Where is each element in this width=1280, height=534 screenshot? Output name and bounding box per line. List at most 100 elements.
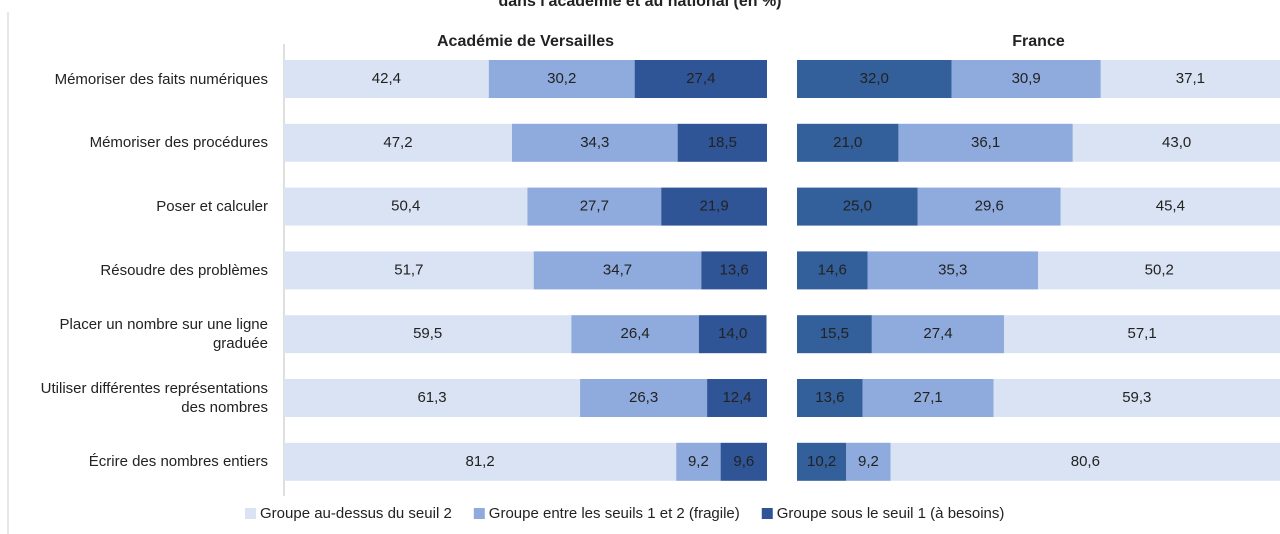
value-label: 34,7 xyxy=(603,261,632,278)
bar-segment xyxy=(533,251,702,290)
value-label: 32,0 xyxy=(860,70,889,87)
category-label: Poser et calculer xyxy=(156,198,268,216)
bar-segment xyxy=(284,123,512,162)
value-label: 12,4 xyxy=(722,389,751,406)
value-label: 14,0 xyxy=(718,325,747,342)
bar-segment xyxy=(284,379,581,417)
bar-segment xyxy=(867,251,1039,290)
bar-segment xyxy=(1072,123,1280,162)
bar-segment xyxy=(846,442,891,481)
value-label: 27,7 xyxy=(580,198,609,215)
panel-title: France xyxy=(1012,33,1065,50)
bar-segment xyxy=(661,187,767,226)
bar-segment xyxy=(580,379,708,417)
value-label: 15,5 xyxy=(820,325,849,342)
value-label: 29,6 xyxy=(975,198,1004,215)
value-label: 26,3 xyxy=(629,389,658,406)
bar-segment xyxy=(676,442,721,481)
legend-label: Groupe entre les seuils 1 et 2 (fragile) xyxy=(489,505,740,522)
bar-segment xyxy=(677,123,767,162)
bar-segment xyxy=(797,442,847,481)
value-label: 35,3 xyxy=(938,261,967,278)
bar-segment xyxy=(284,60,489,98)
bar-segment xyxy=(917,187,1061,226)
value-label: 27,4 xyxy=(923,325,952,342)
chart-title: dans l'académie et au national (en %) xyxy=(499,0,782,10)
value-label: 34,3 xyxy=(580,134,609,151)
bar-segment xyxy=(511,123,678,162)
bar-segment xyxy=(898,123,1073,162)
value-label: 59,3 xyxy=(1122,389,1151,406)
value-label: 13,6 xyxy=(815,389,844,406)
category-label-box: Mémoriser des faits numériques xyxy=(54,70,268,88)
category-label: Résoudre des problèmes xyxy=(100,261,268,279)
bar-segment xyxy=(1100,60,1280,98)
bar-segment xyxy=(890,442,1280,481)
category-label-box: Écrire des nombres entiers xyxy=(88,453,268,471)
value-label: 43,0 xyxy=(1162,134,1191,151)
value-label: 27,4 xyxy=(686,70,715,87)
bar-segment xyxy=(720,442,767,481)
value-label: 50,2 xyxy=(1145,261,1174,278)
category-label-box: Résoudre des problèmes xyxy=(100,261,268,279)
value-label: 45,4 xyxy=(1156,198,1185,215)
bar-segment xyxy=(701,251,767,290)
category-label-box: Poser et calculer xyxy=(156,198,268,216)
bar-segment xyxy=(284,315,572,354)
bar-segment xyxy=(797,251,868,290)
bar-segment xyxy=(797,123,899,162)
value-label: 9,2 xyxy=(688,453,709,470)
bar-segment xyxy=(951,60,1101,98)
legend-swatch xyxy=(245,508,256,519)
bar-segment xyxy=(993,379,1280,417)
value-label: 9,2 xyxy=(858,453,879,470)
value-label: 13,6 xyxy=(720,261,749,278)
value-label: 50,4 xyxy=(391,198,420,215)
value-label: 81,2 xyxy=(465,453,494,470)
bar-segment xyxy=(871,315,1005,354)
value-label: 30,2 xyxy=(547,70,576,87)
value-label: 27,1 xyxy=(914,389,943,406)
bar-segment xyxy=(284,187,528,226)
bar-segment xyxy=(797,315,872,354)
value-label: 42,4 xyxy=(372,70,401,87)
value-label: 18,5 xyxy=(708,134,737,151)
category-label: Mémoriser des faits numériques xyxy=(54,70,268,88)
category-label: Mémoriser des procédures xyxy=(89,134,268,152)
category-label-box: Placer un nombre sur une ligne graduée xyxy=(59,316,268,353)
category-label: Placer un nombre sur une ligne graduée xyxy=(59,316,268,353)
value-label: 36,1 xyxy=(971,134,1000,151)
value-label: 59,5 xyxy=(413,325,442,342)
bar-segment xyxy=(698,315,767,354)
legend-label: Groupe sous le seuil 1 (à besoins) xyxy=(777,505,1005,522)
legend-swatch xyxy=(473,508,485,519)
category-label-box: Utiliser différentes représentations des… xyxy=(40,380,268,416)
bar-segment xyxy=(284,251,534,290)
bar-segment xyxy=(862,379,994,417)
bar-segment xyxy=(527,187,662,226)
value-label: 25,0 xyxy=(843,198,872,215)
bar-segment xyxy=(634,60,767,98)
bar-segment xyxy=(797,379,863,417)
value-label: 21,0 xyxy=(833,134,862,151)
value-label: 30,9 xyxy=(1012,70,1041,87)
bar-segment xyxy=(284,442,677,481)
value-label: 26,4 xyxy=(621,325,650,342)
legend-swatch xyxy=(761,508,773,519)
bar-segment xyxy=(707,379,767,417)
category-label-box: Mémoriser des procédures xyxy=(89,134,268,152)
value-label: 57,1 xyxy=(1128,325,1157,342)
value-label: 47,2 xyxy=(383,134,412,151)
bar-segment xyxy=(797,60,952,98)
value-label: 9,6 xyxy=(733,453,754,470)
value-label: 61,3 xyxy=(417,389,446,406)
value-label: 14,6 xyxy=(818,261,847,278)
category-label: Utiliser différentes représentations des… xyxy=(40,380,268,416)
value-label: 21,9 xyxy=(700,198,729,215)
category-label: Écrire des nombres entiers xyxy=(88,453,268,471)
bar-segment xyxy=(797,187,918,226)
bar-segment xyxy=(488,60,635,98)
value-label: 37,1 xyxy=(1176,70,1205,87)
bar-segment xyxy=(571,315,699,354)
bar-segment xyxy=(1004,315,1280,354)
